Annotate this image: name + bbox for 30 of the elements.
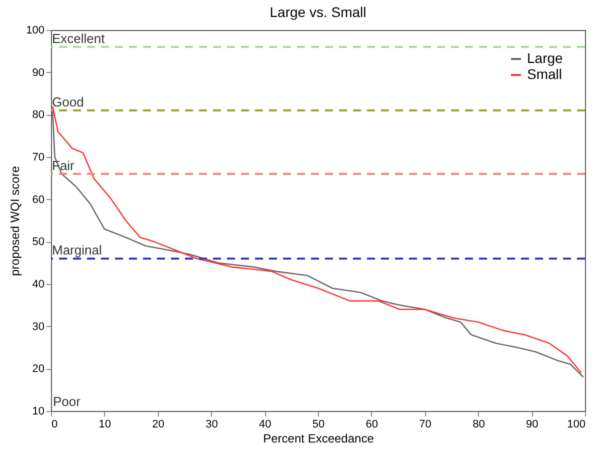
ref-line-label: Excellent (52, 30, 106, 46)
x-axis-title: Percent Exceedance (263, 432, 374, 446)
y-tick-label: 70 (32, 152, 44, 164)
y-tick-label: 60 (32, 194, 44, 206)
y-axis-title: proposed WQI score (8, 166, 22, 276)
legend-label: Small (527, 66, 562, 82)
y-tick-label: 90 (32, 66, 44, 79)
annotation: Poor (53, 394, 82, 409)
ref-line-label: Good (52, 94, 84, 110)
x-tick-label: 60 (366, 418, 378, 430)
ref-line-label: Marginal (52, 242, 102, 258)
y-tick-label: 20 (32, 363, 44, 376)
legend-label: Large (527, 50, 564, 66)
y-tick-label: 30 (32, 320, 44, 333)
x-tick-label: 90 (526, 418, 538, 430)
x-tick-label: 80 (472, 418, 485, 430)
x-tick-label: 0 (52, 418, 58, 430)
x-tick-label: 50 (312, 418, 325, 430)
x-tick-label: 30 (206, 418, 218, 430)
y-tick-label: 80 (32, 109, 44, 122)
x-tick-label: 40 (258, 418, 272, 430)
x-tick-label: 10 (98, 418, 112, 430)
x-tick-label: 70 (419, 418, 432, 430)
x-tick-label: 100 (567, 418, 586, 430)
y-tick-label: 10 (32, 406, 44, 418)
chart-title: Large vs. Small (270, 4, 366, 20)
y-tick-label: 100 (26, 24, 44, 36)
x-tick-label: 20 (152, 418, 164, 430)
y-tick-label: 40 (32, 278, 44, 290)
y-tick-label: 50 (32, 236, 44, 248)
